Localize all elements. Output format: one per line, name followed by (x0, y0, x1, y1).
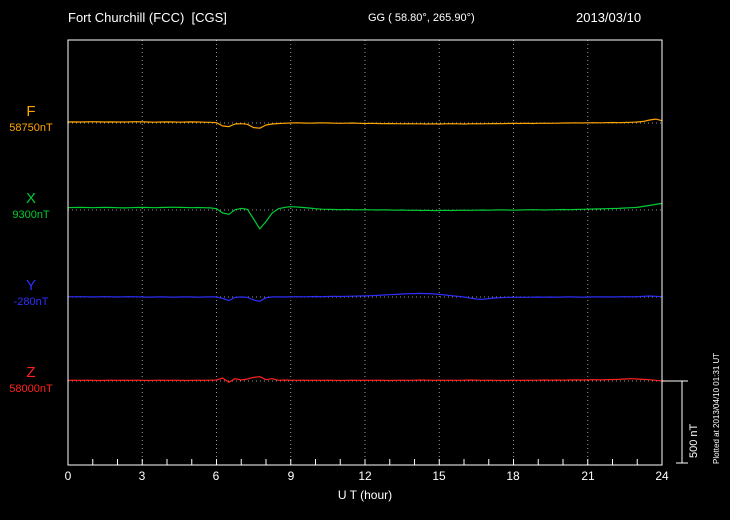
scale-bar-label: 500 nT (688, 423, 700, 458)
x-tick-label-21: 21 (581, 469, 595, 483)
series-baseline-F: 58750nT (9, 122, 53, 134)
x-tick-label-9: 9 (287, 469, 295, 483)
x-tick-label-3: 3 (138, 469, 146, 483)
x-tick-label-0: 0 (64, 469, 72, 483)
x-tick-label-12: 12 (358, 469, 372, 483)
x-tick-label-6: 6 (212, 469, 220, 483)
series-baseline-Y: -280nT (13, 296, 49, 308)
series-baseline-Z: 58000nT (9, 383, 53, 395)
x-tick-label-18: 18 (506, 469, 520, 483)
station-title: Fort Churchill (FCC) [CGS] (68, 10, 227, 25)
series-letter-Z: Z (26, 364, 36, 381)
plotted-at-note: Plotted at 2013/04/10 01:31 UT (712, 352, 721, 464)
plot-date: 2013/03/10 (576, 10, 642, 25)
series-baseline-X: 9300nT (12, 209, 50, 221)
x-tick-label-15: 15 (432, 469, 446, 483)
trace-Y (67, 292, 663, 302)
series-label-Y: Y -280nT (0, 278, 62, 308)
series-letter-Y: Y (25, 277, 36, 294)
trace-Z (67, 376, 663, 383)
geographic-coords: GG ( 58.80°, 265.90°) (368, 12, 475, 24)
x-axis-title: U T (hour) (337, 488, 393, 502)
trace-X (67, 202, 663, 230)
series-label-X: X 9300nT (0, 191, 62, 221)
trace-F (67, 118, 663, 129)
x-tick-label-24: 24 (655, 469, 669, 483)
series-letter-F: F (26, 103, 36, 120)
series-label-Z: Z 58000nT (0, 365, 62, 395)
series-letter-X: X (25, 190, 36, 207)
plot-border (67, 39, 663, 466)
series-label-F: F 58750nT (0, 104, 62, 134)
